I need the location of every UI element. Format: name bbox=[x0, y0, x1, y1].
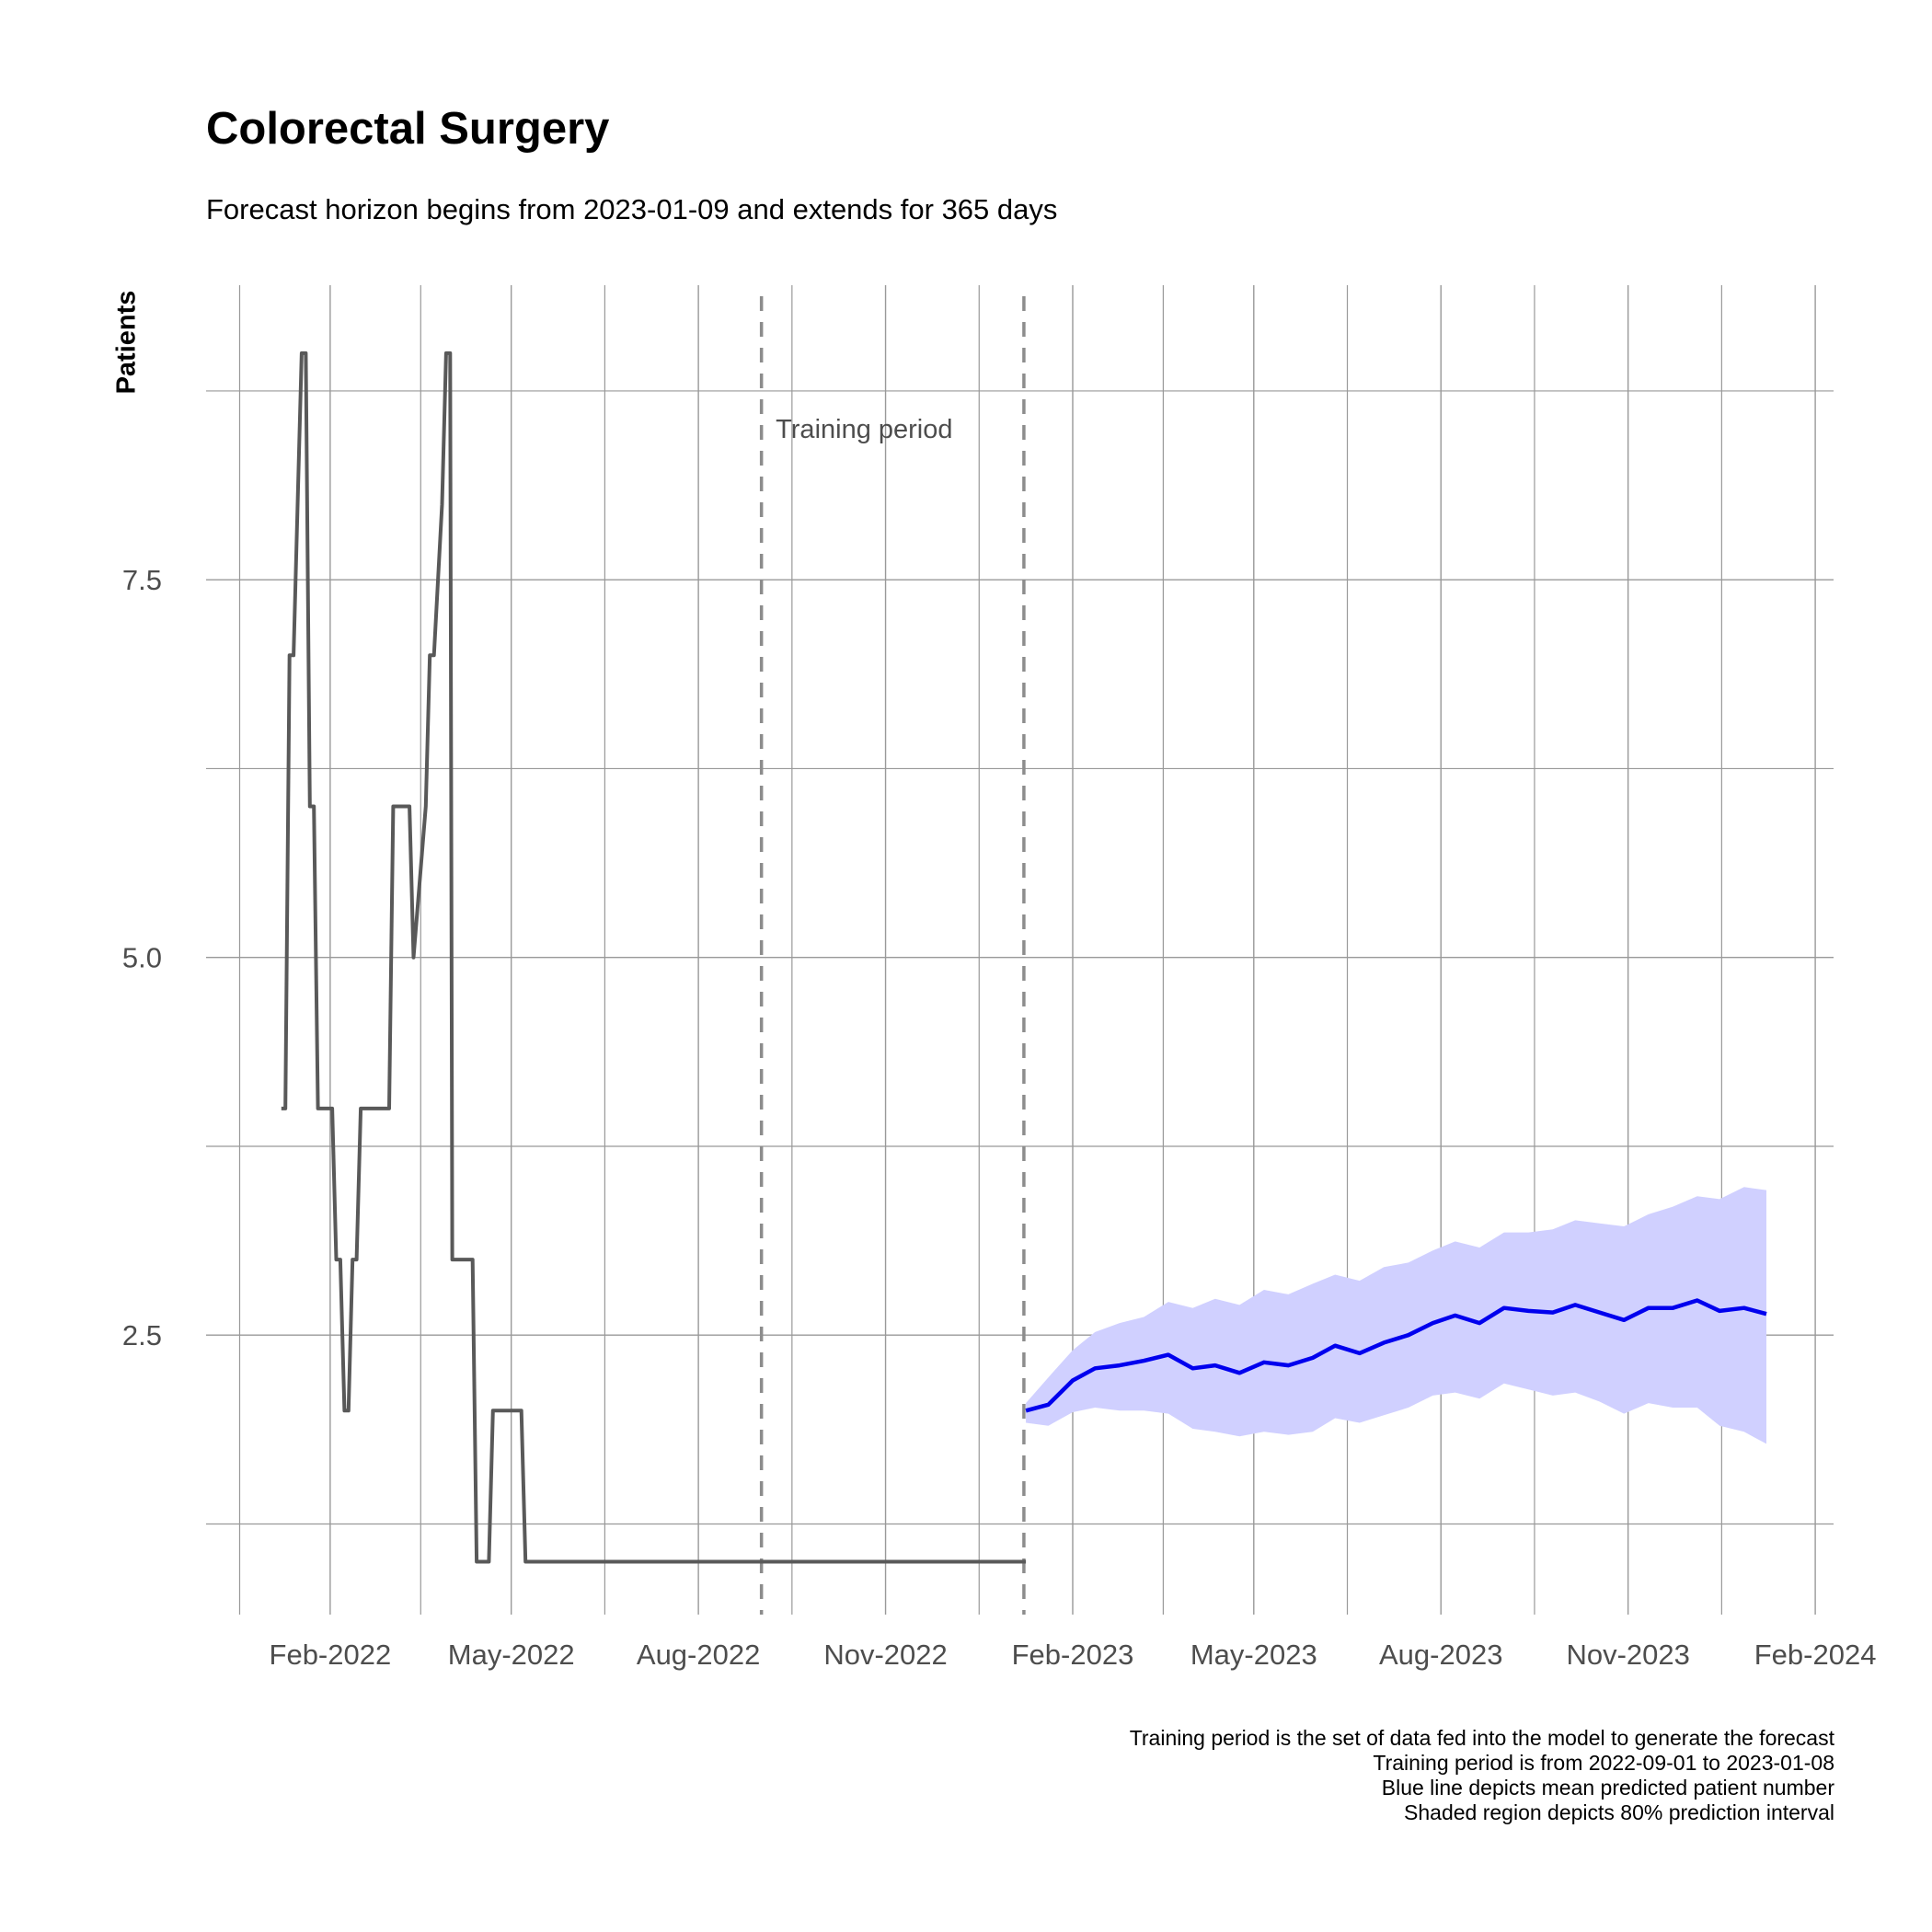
x-tick-label: Feb-2023 bbox=[1012, 1639, 1134, 1671]
annotations: Training period bbox=[776, 415, 952, 444]
historical-line bbox=[281, 351, 1027, 1564]
caption-line: Training period is from 2022-09-01 to 20… bbox=[1373, 1751, 1834, 1775]
caption-line: Blue line depicts mean predicted patient… bbox=[1381, 1776, 1834, 1800]
series-lines bbox=[281, 351, 1767, 1564]
x-tick-label: May-2022 bbox=[448, 1639, 575, 1671]
x-tick-label: Feb-2022 bbox=[270, 1639, 392, 1671]
caption-line: Training period is the set of data fed i… bbox=[1129, 1726, 1834, 1750]
x-tick-label: Aug-2022 bbox=[637, 1639, 760, 1671]
forecast-mean-line bbox=[1025, 1298, 1767, 1413]
y-axis-ticks: 2.5 5.0 7.5 bbox=[122, 564, 162, 1351]
y-tick-label: 7.5 bbox=[122, 564, 162, 596]
x-axis-ticks: Feb-2022 May-2022 Aug-2022 Nov-2022 Feb-2023… bbox=[270, 1639, 1877, 1671]
x-tick-label: Aug-2023 bbox=[1379, 1639, 1502, 1671]
caption: Training period is the set of data fed i… bbox=[1130, 1726, 1834, 1825]
x-tick-label: Nov-2023 bbox=[1566, 1639, 1689, 1671]
prediction-interval bbox=[1026, 1187, 1766, 1444]
training-period-markers bbox=[759, 296, 1026, 1615]
caption-line: Shaded region depicts 80% prediction int… bbox=[1404, 1800, 1834, 1824]
prediction-interval-band bbox=[1026, 1187, 1766, 1444]
y-tick-label: 2.5 bbox=[122, 1319, 162, 1351]
chart-subtitle: Forecast horizon begins from 2023-01-09 … bbox=[206, 193, 1058, 225]
training-period-label: Training period bbox=[776, 415, 952, 444]
chart-title: Colorectal Surgery bbox=[206, 104, 610, 154]
x-tick-label: Feb-2024 bbox=[1754, 1639, 1877, 1671]
y-tick-label: 5.0 bbox=[122, 942, 162, 974]
x-tick-label: May-2023 bbox=[1190, 1639, 1317, 1671]
x-tick-label: Nov-2022 bbox=[823, 1639, 947, 1671]
